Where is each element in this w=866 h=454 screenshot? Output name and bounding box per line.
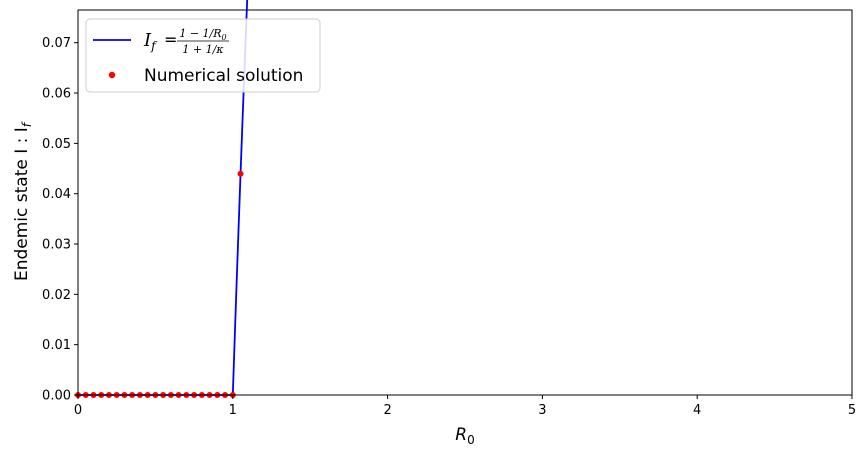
x-tick-label: 4 bbox=[693, 403, 701, 418]
data-point bbox=[237, 170, 244, 177]
legend: If = 1 − 1/R0 1 + 1/κ Numerical solution bbox=[85, 18, 321, 93]
y-tick-label: 0.04 bbox=[42, 187, 71, 202]
y-tick-label: 0.06 bbox=[42, 87, 71, 102]
x-axis: 0 1 2 3 4 5 bbox=[74, 395, 856, 418]
legend-scatter-label: Numerical solution bbox=[144, 66, 303, 86]
y-tick-label: 0.05 bbox=[42, 137, 71, 152]
y-tick-label: 0.07 bbox=[42, 36, 71, 51]
x-tick-label: 5 bbox=[848, 403, 856, 418]
y-tick-label: 0.01 bbox=[42, 338, 71, 353]
y-tick-label: 0.00 bbox=[42, 389, 71, 404]
svg-text:1 + 1/κ: 1 + 1/κ bbox=[182, 43, 224, 56]
y-axis-label: Endemic state I : If bbox=[12, 121, 34, 281]
y-tick-label: 0.02 bbox=[42, 288, 71, 303]
legend-line-label: If = 1 − 1/R0 1 + 1/κ bbox=[143, 27, 229, 56]
x-axis-label-subscript: 0 bbox=[467, 433, 475, 447]
y-tick-label: 0.03 bbox=[42, 238, 71, 253]
x-tick-label: 3 bbox=[538, 403, 546, 418]
y-axis: 0.00 0.01 0.02 0.03 0.04 0.05 0.06 0.07 bbox=[42, 36, 78, 404]
svg-text:If: If bbox=[143, 30, 158, 53]
legend-scatter-swatch bbox=[108, 71, 116, 79]
svg-text:1 − 1/R0: 1 − 1/R0 bbox=[179, 27, 226, 42]
legend-box bbox=[85, 18, 321, 93]
plot-frame bbox=[77, 9, 853, 396]
y-axis-label-subscript: f bbox=[20, 121, 34, 127]
x-tick-label: 2 bbox=[383, 403, 391, 418]
svg-text:=: = bbox=[164, 30, 177, 49]
x-tick-label: 1 bbox=[229, 403, 237, 418]
x-tick-label: 0 bbox=[74, 403, 82, 418]
x-axis-label: R0 bbox=[455, 425, 474, 447]
